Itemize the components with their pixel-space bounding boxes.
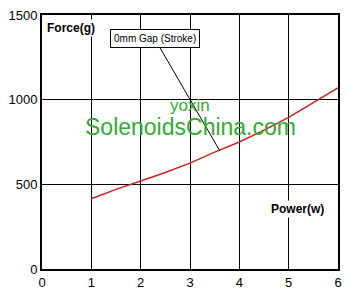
svg-text:SolenoidsChina.com: SolenoidsChina.com bbox=[85, 114, 296, 140]
svg-text:5: 5 bbox=[285, 275, 292, 290]
svg-text:4: 4 bbox=[236, 275, 243, 290]
svg-text:2: 2 bbox=[137, 275, 144, 290]
svg-text:Force(g): Force(g) bbox=[47, 21, 95, 35]
svg-text:0: 0 bbox=[38, 275, 45, 290]
svg-text:1000: 1000 bbox=[8, 92, 37, 107]
svg-text:yoxin: yoxin bbox=[170, 96, 210, 115]
svg-text:0mm Gap (Stroke): 0mm Gap (Stroke) bbox=[114, 33, 196, 44]
svg-text:0: 0 bbox=[30, 262, 37, 277]
svg-text:Power(w): Power(w) bbox=[271, 202, 324, 216]
svg-text:3: 3 bbox=[186, 275, 193, 290]
svg-text:1500: 1500 bbox=[8, 8, 37, 23]
svg-text:6: 6 bbox=[334, 275, 341, 290]
svg-text:1: 1 bbox=[88, 275, 95, 290]
svg-text:500: 500 bbox=[16, 177, 38, 192]
